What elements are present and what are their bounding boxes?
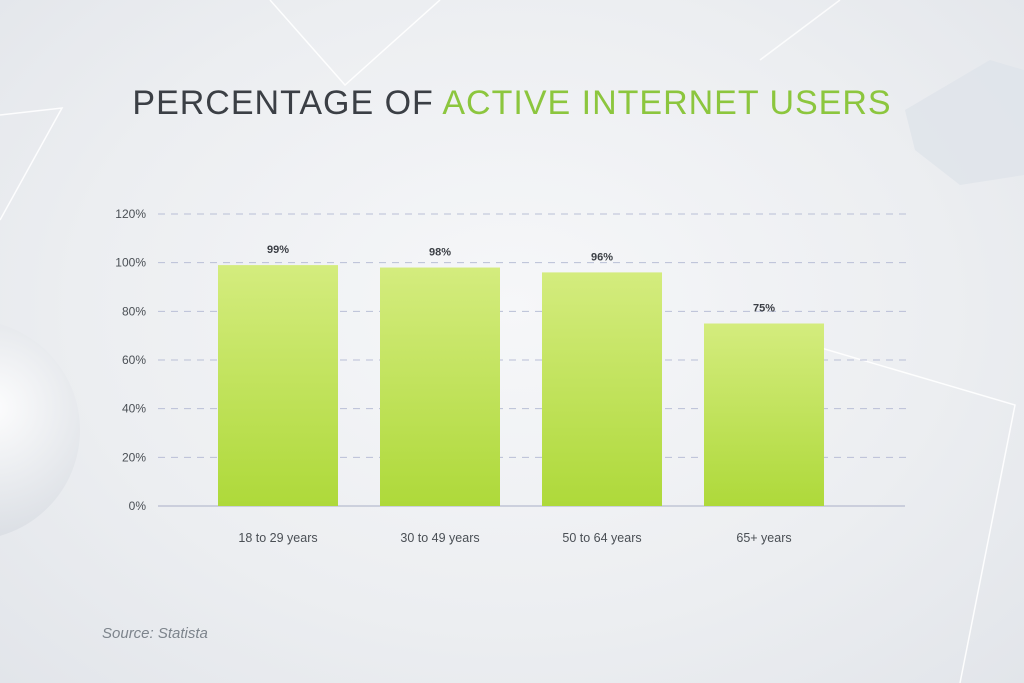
- chart-title-part2: ACTIVE INTERNET USERS: [442, 84, 892, 122]
- bar: [542, 272, 662, 506]
- bar: [704, 323, 824, 506]
- chart-title: PERCENTAGE OF ACTIVE INTERNET USERS: [0, 84, 1024, 123]
- label-layer: 0% 20% 40% 60% 80% 100% 120% 99% 18 to 29 years 9…: [115, 207, 791, 545]
- y-tick-label: 0%: [129, 499, 147, 513]
- y-tick-label: 120%: [115, 207, 146, 221]
- bar-value-label: 75%: [753, 303, 775, 315]
- y-tick-label: 100%: [115, 256, 146, 270]
- bar: [380, 267, 500, 506]
- source-note: Source: Statista: [102, 625, 208, 642]
- bar-value-label: 98%: [429, 247, 451, 259]
- chart-title-part1: PERCENTAGE OF: [132, 84, 434, 122]
- y-tick-label: 40%: [122, 402, 146, 416]
- bar-value-label: 96%: [591, 251, 613, 263]
- y-tick-label: 80%: [122, 304, 146, 318]
- y-tick-label: 60%: [122, 353, 146, 367]
- x-tick-label: 50 to 64 years: [562, 531, 641, 545]
- x-tick-label: 30 to 49 years: [400, 531, 479, 545]
- x-tick-label: 18 to 29 years: [238, 531, 317, 545]
- bar: [218, 265, 338, 506]
- y-tick-label: 20%: [122, 450, 146, 464]
- bar-value-label: 99%: [267, 244, 289, 256]
- x-tick-label: 65+ years: [736, 531, 791, 545]
- bar-layer: [218, 265, 824, 506]
